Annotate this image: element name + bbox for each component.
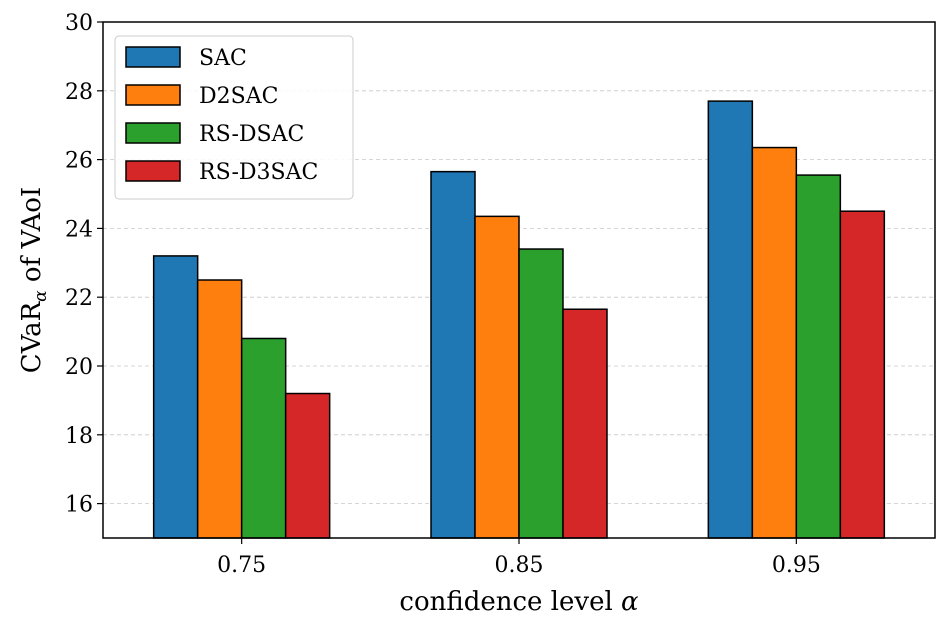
legend-label-rs-d3sac: RS-D3SAC (199, 160, 318, 185)
y-tick-label: 26 (65, 149, 93, 174)
y-tick-label: 30 (65, 11, 93, 36)
bar-sac-0.85 (430, 170, 476, 539)
bar-sac-0.75 (152, 255, 199, 539)
bar-rs-d3sac-0.85 (562, 308, 608, 539)
y-tick-label: 28 (65, 80, 93, 105)
bars (152, 100, 886, 539)
bar-rs-dsac-0.85 (518, 248, 564, 539)
legend-label-d2sac: D2SAC (199, 84, 278, 109)
y-tick-label: 24 (65, 217, 93, 242)
bar-rs-dsac-0.75 (240, 337, 287, 539)
x-axis-label-main: confidence level (399, 587, 621, 617)
y-axis-label-main: CVaR (17, 300, 47, 373)
bar-rs-d3sac-0.95 (839, 210, 886, 539)
legend-frame (114, 35, 354, 200)
y-tick-label: 22 (65, 286, 93, 311)
y-axis-label-subscript: α (31, 290, 51, 302)
y-axis-ticks: 16 18 20 22 24 26 28 30 (65, 11, 103, 518)
bar-d2sac-0.95 (751, 146, 798, 539)
y-axis-label-rest: of VAoI (17, 187, 47, 291)
bar-d2sac-0.75 (196, 279, 243, 539)
bar-sac-0.95 (707, 100, 754, 539)
x-axis-label-symbol: α (621, 587, 639, 617)
legend-swatch-rs-d3sac (125, 160, 181, 182)
x-axis-ticks: 0.75 0.85 0.95 (217, 538, 821, 578)
legend-swatch-sac (125, 46, 181, 68)
x-axis-label: confidence level α (399, 587, 639, 617)
bar-rs-d3sac-0.75 (284, 392, 331, 539)
legend-swatch-rs-dsac (125, 122, 181, 144)
x-tick-label: 0.95 (772, 553, 821, 578)
legend-label-rs-dsac: RS-DSAC (199, 122, 304, 147)
y-tick-label: 18 (65, 424, 93, 449)
y-tick-label: 20 (65, 355, 93, 380)
bar-d2sac-0.85 (474, 215, 520, 539)
y-tick-label: 16 (65, 493, 93, 518)
bar-rs-dsac-0.95 (795, 174, 842, 539)
legend-swatch-d2sac (125, 84, 181, 106)
x-tick-label: 0.85 (495, 553, 544, 578)
legend: SAC D2SAC RS-DSAC RS-D3SAC (114, 35, 354, 200)
x-tick-label: 0.75 (217, 553, 266, 578)
y-axis-label: CVaRα of VAoI (17, 187, 51, 373)
legend-label-sac: SAC (199, 46, 247, 71)
